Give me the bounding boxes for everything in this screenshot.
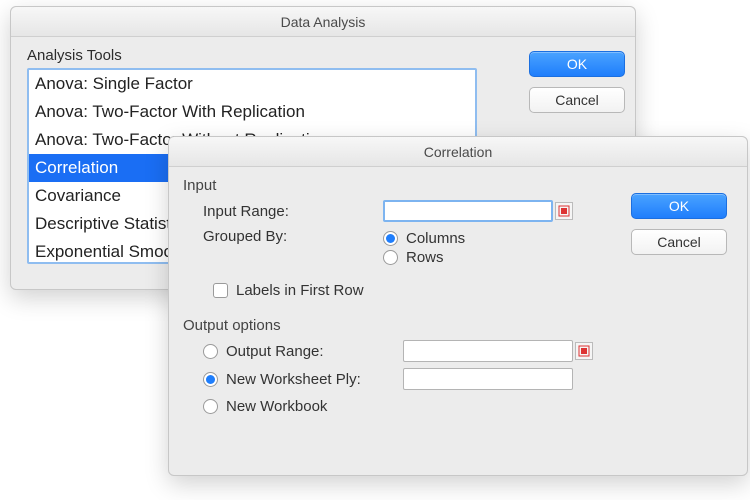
- option-label: Rows: [406, 249, 444, 266]
- radio-icon: [383, 250, 398, 265]
- option-label: Columns: [406, 230, 465, 247]
- grouped-by-rows[interactable]: Rows: [383, 249, 465, 266]
- correlation-dialog: Correlation Input Input Range: Grouped B…: [168, 136, 748, 476]
- radio-icon: [383, 231, 398, 246]
- grouped-by-label: Grouped By:: [203, 228, 383, 245]
- new-workbook-option[interactable]: New Workbook: [203, 398, 327, 415]
- radio-icon: [203, 344, 218, 359]
- output-options-heading: Output options: [183, 317, 617, 334]
- range-picker-icon[interactable]: [575, 342, 593, 360]
- new-worksheet-field[interactable]: [403, 368, 573, 390]
- checkbox-label: Labels in First Row: [236, 282, 364, 299]
- radio-icon: [203, 399, 218, 414]
- input-heading: Input: [183, 177, 617, 194]
- output-range-field[interactable]: [403, 340, 573, 362]
- new-worksheet-option[interactable]: New Worksheet Ply:: [203, 371, 403, 388]
- analysis-tools-label: Analysis Tools: [27, 47, 509, 64]
- option-label: New Workbook: [226, 398, 327, 415]
- radio-icon: [203, 372, 218, 387]
- cancel-button[interactable]: Cancel: [529, 87, 625, 113]
- dialog-title: Correlation: [169, 137, 747, 167]
- cancel-button[interactable]: Cancel: [631, 229, 727, 255]
- labels-first-row-checkbox[interactable]: Labels in First Row: [213, 282, 617, 299]
- dialog-title: Data Analysis: [11, 7, 635, 37]
- option-label: Output Range:: [226, 343, 324, 360]
- ok-button[interactable]: OK: [631, 193, 727, 219]
- ok-button[interactable]: OK: [529, 51, 625, 77]
- input-range-field[interactable]: [383, 200, 553, 222]
- list-item[interactable]: Anova: Single Factor: [29, 70, 475, 98]
- output-range-option[interactable]: Output Range:: [203, 343, 403, 360]
- range-picker-icon[interactable]: [555, 202, 573, 220]
- input-range-label: Input Range:: [203, 203, 383, 220]
- grouped-by-columns[interactable]: Columns: [383, 230, 465, 247]
- list-item[interactable]: Anova: Two-Factor With Replication: [29, 98, 475, 126]
- option-label: New Worksheet Ply:: [226, 371, 361, 388]
- checkbox-icon: [213, 283, 228, 298]
